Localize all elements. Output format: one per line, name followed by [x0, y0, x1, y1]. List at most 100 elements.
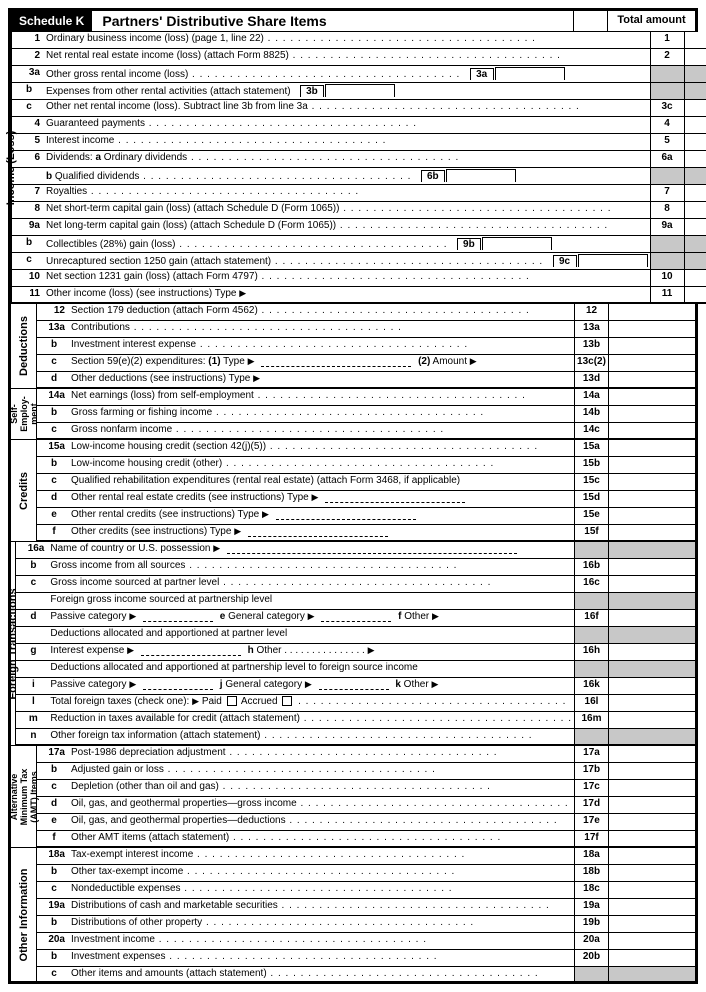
line-description: b Qualified dividends 6b	[46, 168, 650, 184]
amount-field[interactable]	[684, 151, 706, 167]
form-section: Other Information18aTax-exempt interest …	[11, 848, 698, 984]
amount-field[interactable]	[684, 100, 706, 116]
amount-field[interactable]	[608, 474, 698, 490]
amount-field[interactable]	[608, 525, 698, 540]
line-row: nOther foreign tax information (attach s…	[16, 729, 698, 746]
line-description: Guaranteed payments	[46, 117, 650, 133]
amount-field	[684, 236, 706, 252]
inline-amount-field[interactable]	[482, 237, 552, 250]
amount-field[interactable]	[608, 763, 698, 779]
line-box-number: 16h	[574, 644, 608, 660]
amount-field[interactable]	[608, 950, 698, 966]
amount-field[interactable]	[684, 202, 706, 218]
amount-field[interactable]	[608, 916, 698, 932]
line-row: dPassive category e General category f O…	[16, 610, 698, 627]
amount-field[interactable]	[608, 389, 698, 405]
amount-field[interactable]	[684, 32, 706, 48]
amount-field[interactable]	[608, 814, 698, 830]
line-description: Interest expense h Other . . . . . . . .…	[50, 644, 574, 660]
line-box-number: 17b	[574, 763, 608, 779]
amount-field[interactable]	[608, 848, 698, 864]
line-number: i	[16, 678, 50, 694]
amount-field[interactable]	[608, 355, 698, 371]
amount-field[interactable]	[608, 304, 698, 320]
inline-amount-field[interactable]	[578, 254, 648, 267]
line-description: Total foreign taxes (check one): Paid Ac…	[50, 695, 574, 711]
amount-field[interactable]	[608, 865, 698, 881]
amount-field[interactable]	[684, 117, 706, 133]
line-box-number	[650, 83, 684, 99]
amount-field[interactable]	[608, 491, 698, 507]
amount-field[interactable]	[684, 219, 706, 235]
section-rows: 15aLow-income housing credit (section 42…	[37, 440, 698, 542]
line-row: cNondeductible expenses18c	[37, 882, 698, 899]
amount-field[interactable]	[608, 610, 698, 626]
amount-field[interactable]	[684, 49, 706, 65]
amount-field[interactable]	[608, 423, 698, 438]
inline-amount-field[interactable]	[495, 67, 565, 80]
amount-field[interactable]	[608, 644, 698, 660]
section-label-text: Credits	[18, 472, 30, 510]
amount-field[interactable]	[608, 508, 698, 524]
line-row: cQualified rehabilitation expenditures (…	[37, 474, 698, 491]
form-section: Foreign Transactions16aName of country o…	[11, 542, 698, 746]
line-box-number: 15f	[574, 525, 608, 540]
form-section: Income (Loss)1Ordinary business income (…	[11, 32, 698, 304]
line-row: bLow-income housing credit (other)15b	[37, 457, 698, 474]
line-row: cOther items and amounts (attach stateme…	[37, 967, 698, 984]
amount-field[interactable]	[684, 270, 706, 286]
line-description: Other AMT items (attach statement)	[71, 831, 574, 846]
amount-field[interactable]	[684, 134, 706, 150]
amount-field[interactable]	[608, 559, 698, 575]
amount-field[interactable]	[684, 185, 706, 201]
amount-field[interactable]	[684, 287, 706, 302]
amount-field[interactable]	[608, 712, 698, 728]
amount-field[interactable]	[608, 797, 698, 813]
amount-field[interactable]	[608, 406, 698, 422]
line-description: Other income (loss) (see instructions) T…	[46, 287, 650, 302]
line-row: bAdjusted gain or loss17b	[37, 763, 698, 780]
line-box-number: 16m	[574, 712, 608, 728]
amount-field[interactable]	[608, 831, 698, 846]
line-number: n	[16, 729, 50, 744]
amount-field[interactable]	[608, 695, 698, 711]
form-section: AlternativeMinimum Tax(AMT) Items17aPost…	[11, 746, 698, 848]
amount-field[interactable]	[608, 899, 698, 915]
line-box-number	[574, 729, 608, 744]
line-box-number: 18b	[574, 865, 608, 881]
inline-amount-field[interactable]	[446, 169, 516, 182]
line-row: Deductions allocated and apportioned at …	[16, 661, 698, 678]
section-label-text: Self-Employ-ment	[9, 396, 39, 432]
line-box-number	[650, 236, 684, 252]
amount-field[interactable]	[608, 338, 698, 354]
inline-box-label: 3b	[300, 85, 324, 97]
line-row: 15aLow-income housing credit (section 42…	[37, 440, 698, 457]
amount-field[interactable]	[608, 576, 698, 592]
line-description: Gross income from all sources	[50, 559, 574, 575]
section-rows: 16aName of country or U.S. possession bG…	[16, 542, 698, 746]
line-box-number: 15b	[574, 457, 608, 473]
amount-field	[684, 83, 706, 99]
amount-field[interactable]	[608, 440, 698, 456]
inline-amount-field[interactable]	[325, 84, 395, 97]
amount-field[interactable]	[608, 746, 698, 762]
line-box-number: 17d	[574, 797, 608, 813]
line-row: b Qualified dividends 6b	[12, 168, 706, 185]
amount-field[interactable]	[608, 457, 698, 473]
line-number: d	[37, 797, 71, 813]
amount-field[interactable]	[608, 372, 698, 387]
line-description: Post-1986 depreciation adjustment	[71, 746, 574, 762]
amount-field[interactable]	[608, 933, 698, 949]
line-box-number: 15d	[574, 491, 608, 507]
amount-field[interactable]	[608, 321, 698, 337]
line-box-number: 18a	[574, 848, 608, 864]
amount-field[interactable]	[608, 882, 698, 898]
line-description: Nondeductible expenses	[71, 882, 574, 898]
amount-field[interactable]	[608, 678, 698, 694]
amount-field[interactable]	[608, 780, 698, 796]
line-description: Qualified rehabilitation expenditures (r…	[71, 474, 574, 490]
line-row: 17aPost-1986 depreciation adjustment17a	[37, 746, 698, 763]
line-box-number: 18c	[574, 882, 608, 898]
line-number: b	[37, 950, 71, 966]
line-description: Other rental credits (see instructions) …	[71, 508, 574, 524]
